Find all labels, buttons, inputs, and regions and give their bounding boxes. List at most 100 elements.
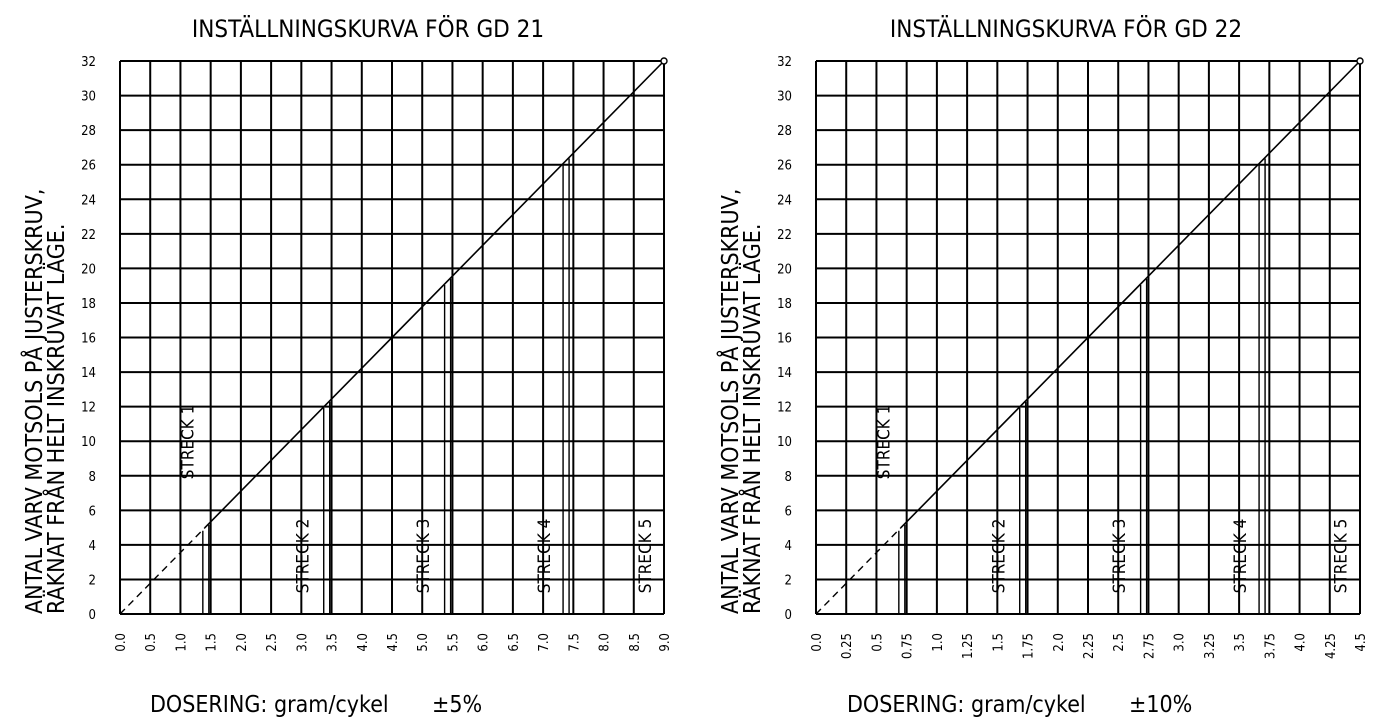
- x-tick-label: 5.5: [446, 633, 461, 652]
- x-tick-label: 2.25: [1082, 633, 1097, 659]
- x-tick-label: 3.0: [1173, 633, 1188, 652]
- x-tick-label: 2.0: [1052, 633, 1067, 652]
- x-axis-label: DOSERING: gram/cykel: [847, 692, 1086, 718]
- x-tick-label: 4.5: [1354, 633, 1369, 652]
- streck-label: STRECK 2: [989, 519, 1009, 594]
- x-tick-label: 6.5: [507, 633, 522, 652]
- x-tick-label: 1.5: [991, 633, 1006, 652]
- x-tick-label: 9.0: [658, 633, 673, 652]
- x-tick-label: 2.5: [265, 633, 280, 652]
- y-tick-label: 30: [777, 90, 792, 105]
- x-tick-label: 0.75: [901, 633, 916, 659]
- x-tick-label: 7.5: [567, 633, 582, 652]
- y-tick-label: 26: [777, 159, 792, 174]
- streck-label: STRECK 1: [874, 405, 894, 480]
- chart-title: INSTÄLLNINGSKURVA FÖR GD 21: [192, 14, 544, 43]
- y-tick-label: 22: [777, 228, 792, 243]
- y-tick-label: 8: [89, 470, 96, 485]
- chart-2: INSTÄLLNINGSKURVA FÖR GD 220246810121416…: [716, 14, 1369, 718]
- y-tick-label: 12: [777, 401, 792, 416]
- x-tick-label: 2.75: [1142, 633, 1157, 659]
- y-tick-label: 8: [785, 470, 792, 485]
- x-tick-label: 2.5: [1112, 633, 1127, 652]
- y-tick-label: 22: [81, 228, 96, 243]
- x-tick-label: 8.0: [598, 633, 613, 652]
- x-tick-label: 0.0: [810, 633, 825, 652]
- streck-label: STRECK 5: [1331, 519, 1351, 594]
- x-tick-label: 3.75: [1263, 633, 1278, 659]
- y-tick-label: 28: [81, 124, 96, 139]
- y-tick-label: 24: [777, 193, 792, 208]
- y-tick-label: 0: [785, 608, 792, 623]
- y-tick-label: 28: [777, 124, 792, 139]
- y-tick-label: 30: [81, 90, 96, 105]
- y-tick-label: 0: [89, 608, 96, 623]
- y-axis-label-line: RÄKNAT FRÅN HELT INSKRUVAT LÄGE.: [738, 224, 766, 614]
- x-axis-label: DOSERING: gram/cykel: [150, 692, 389, 718]
- x-tick-label: 6.0: [477, 633, 492, 652]
- x-tick-label: 0.5: [870, 633, 885, 652]
- x-tick-label: 3.5: [326, 633, 341, 652]
- y-tick-label: 20: [81, 262, 96, 277]
- x-tick-label: 8.5: [628, 633, 643, 652]
- curve-line: [900, 60, 1361, 529]
- tolerance-label: ±10%: [1129, 692, 1192, 718]
- x-tick-label: 4.0: [1294, 633, 1309, 652]
- y-tick-label: 2: [89, 573, 96, 588]
- y-tick-label: 18: [81, 297, 96, 312]
- x-tick-label: 1.0: [174, 633, 189, 652]
- y-tick-label: 20: [777, 262, 792, 277]
- y-tick-label: 6: [89, 504, 96, 519]
- curve-dashed-segment: [119, 527, 206, 615]
- streck-label: STRECK 3: [1110, 519, 1130, 594]
- x-tick-label: 4.5: [386, 633, 401, 652]
- y-axis-label-line: RÄKNAT FRÅN HELT INSKRUVAT LÄGE.: [42, 224, 70, 614]
- y-tick-label: 2: [785, 573, 792, 588]
- y-tick-label: 32: [777, 55, 792, 70]
- streck-label: STRECK 4: [535, 519, 555, 594]
- x-tick-label: 4.0: [356, 633, 371, 652]
- x-tick-label: 0.0: [114, 633, 129, 652]
- y-tick-label: 18: [777, 297, 792, 312]
- y-tick-label: 26: [81, 159, 96, 174]
- x-tick-label: 1.25: [961, 633, 976, 659]
- streck-label: STRECK 3: [414, 519, 434, 594]
- curve-line: [204, 60, 665, 529]
- x-tick-label: 5.0: [416, 633, 431, 652]
- curve-end-point: [660, 57, 668, 65]
- streck-label: STRECK 4: [1231, 519, 1251, 594]
- y-tick-label: 32: [81, 55, 96, 70]
- curve-dashed-segment: [815, 527, 902, 615]
- y-tick-label: 4: [785, 539, 792, 554]
- y-tick-label: 4: [89, 539, 96, 554]
- x-tick-label: 2.0: [235, 633, 250, 652]
- y-tick-label: 16: [81, 332, 96, 347]
- x-tick-label: 3.0: [295, 633, 310, 652]
- x-tick-label: 1.0: [931, 633, 946, 652]
- x-tick-label: 0.25: [840, 633, 855, 659]
- y-tick-label: 14: [81, 366, 96, 381]
- streck-label: STRECK 2: [293, 519, 313, 594]
- x-tick-label: 3.5: [1233, 633, 1248, 652]
- x-tick-label: 1.5: [205, 633, 220, 652]
- y-tick-label: 10: [81, 435, 96, 450]
- y-tick-label: 16: [777, 332, 792, 347]
- x-tick-label: 3.25: [1203, 633, 1218, 659]
- streck-label: STRECK 1: [178, 405, 198, 480]
- curve-end-point: [1356, 57, 1364, 65]
- streck-label: STRECK 5: [636, 519, 656, 594]
- chart-1: INSTÄLLNINGSKURVA FÖR GD 210246810121416…: [20, 14, 673, 718]
- chart-title: INSTÄLLNINGSKURVA FÖR GD 22: [890, 14, 1242, 43]
- tolerance-label: ±5%: [432, 692, 482, 718]
- x-tick-label: 7.0: [537, 633, 552, 652]
- x-tick-label: 4.25: [1324, 633, 1339, 659]
- x-tick-label: 0.5: [144, 633, 159, 652]
- y-tick-label: 12: [81, 401, 96, 416]
- x-tick-label: 1.75: [1022, 633, 1037, 659]
- y-tick-label: 10: [777, 435, 792, 450]
- y-axis-label-line: ANTAL VARV MOTSOLS PÅ JUSTERSKRUV,: [20, 189, 48, 614]
- y-tick-label: 24: [81, 193, 96, 208]
- y-tick-label: 6: [785, 504, 792, 519]
- y-axis-label-line: ANTAL VARV MOTSOLS PÅ JUSTERSKRUV,: [716, 189, 744, 614]
